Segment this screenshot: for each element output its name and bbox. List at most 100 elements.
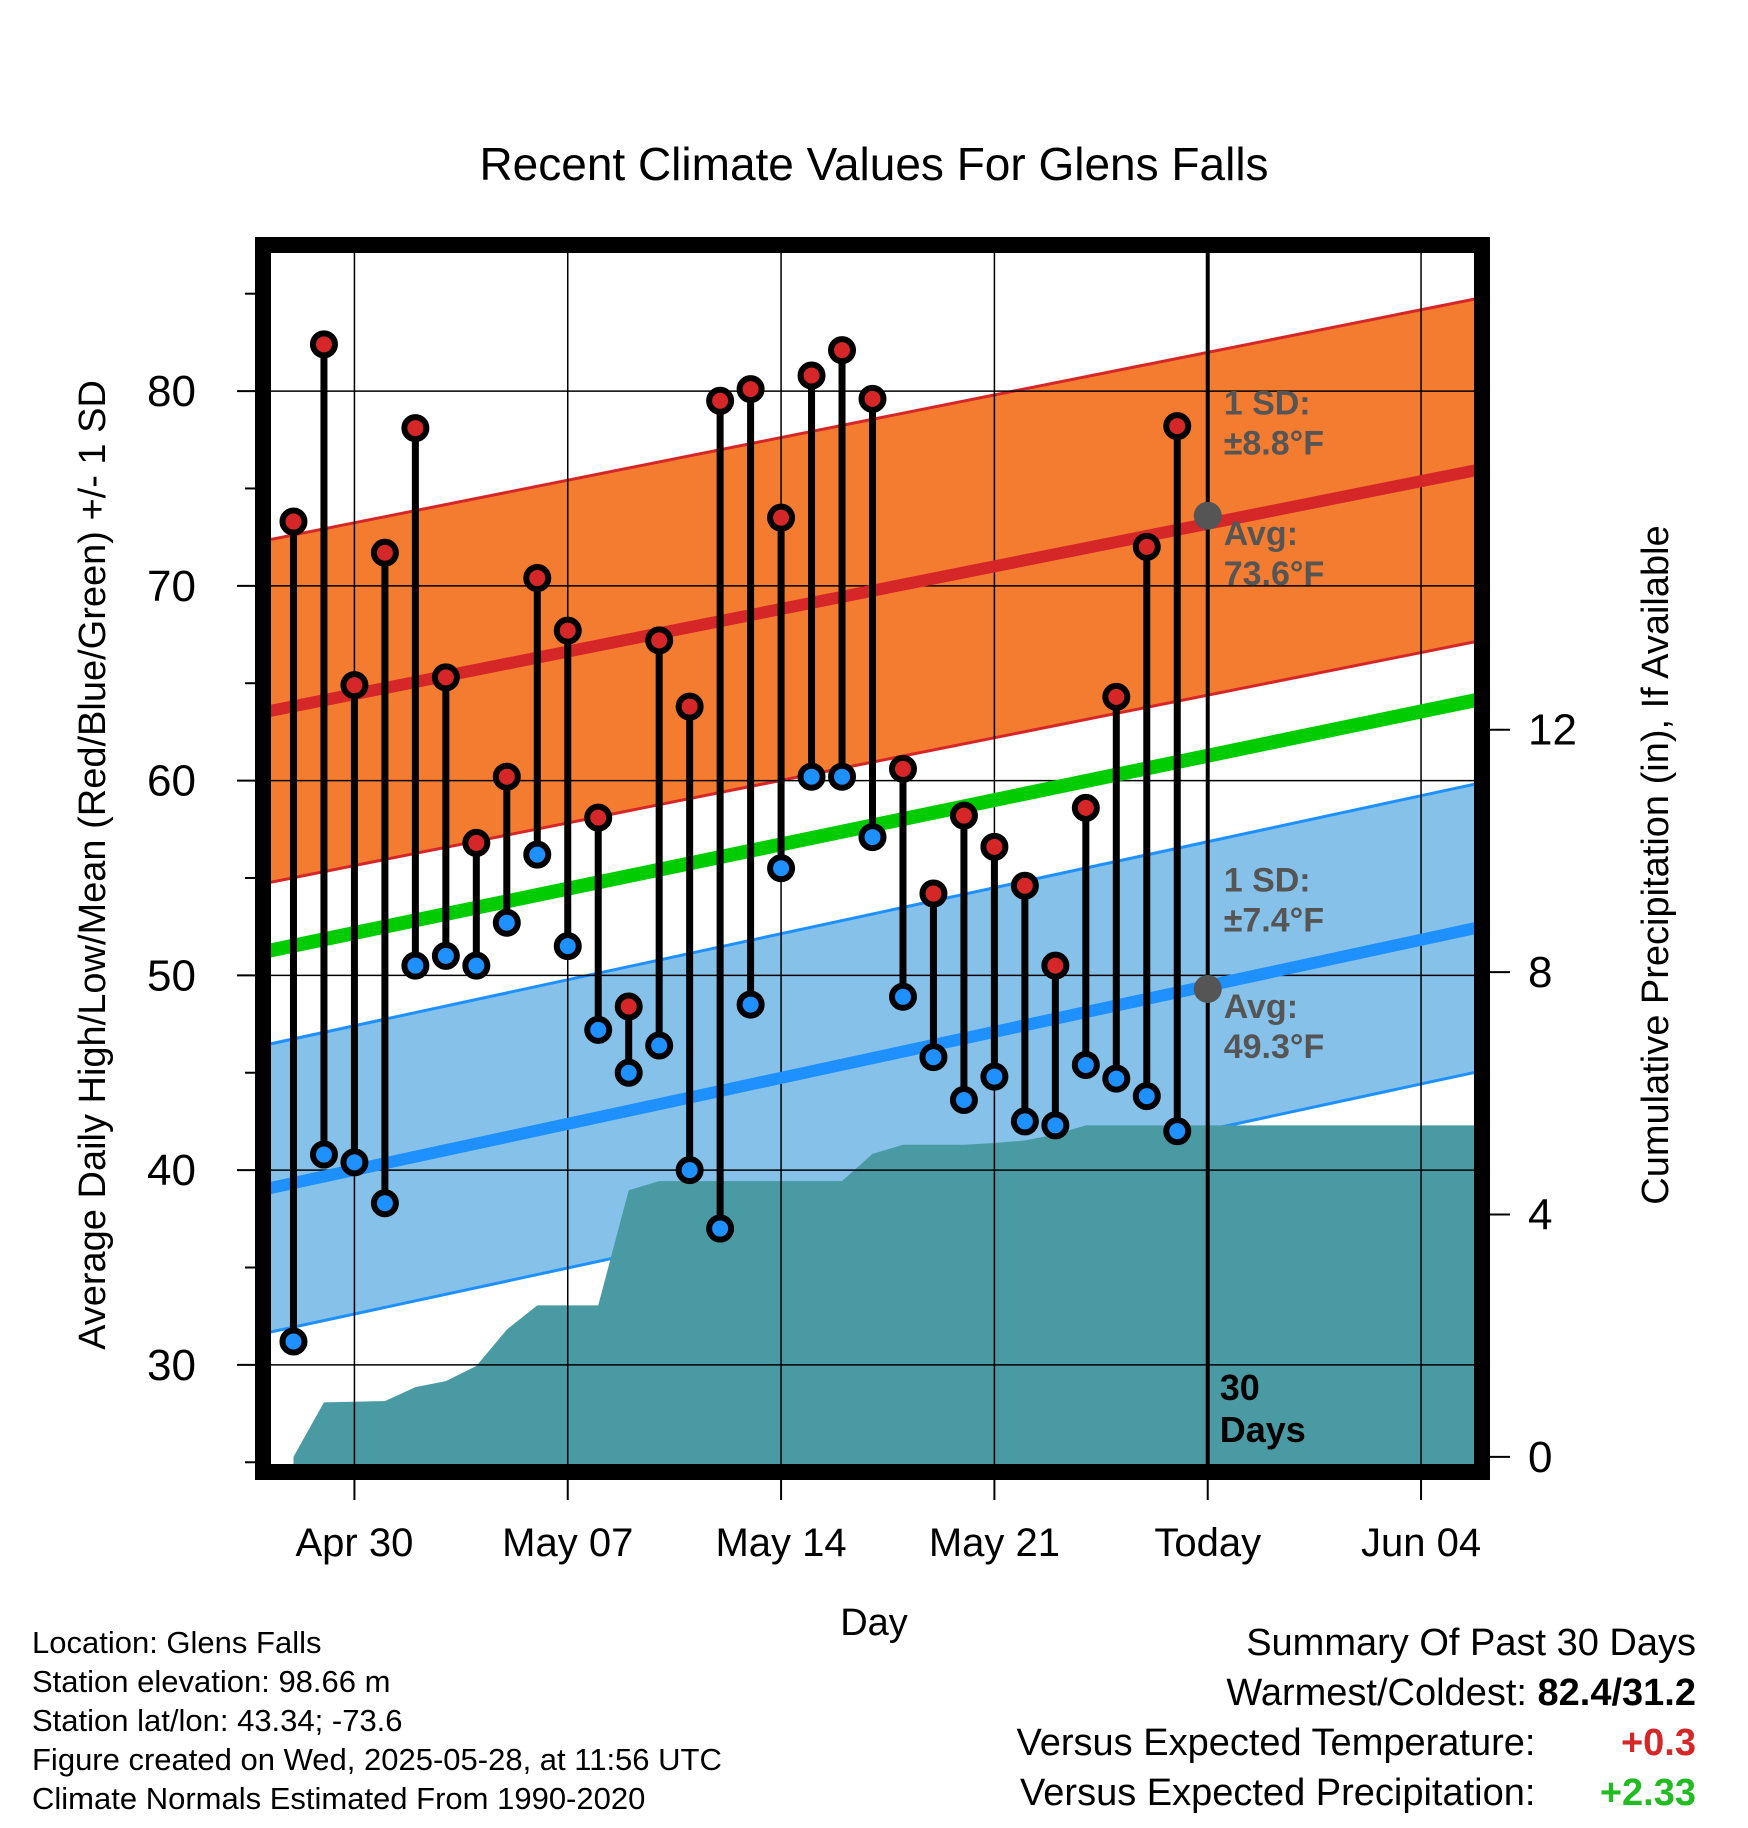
low-point	[767, 854, 796, 883]
high-point	[980, 832, 1009, 861]
high-avg-label-1: Avg:	[1224, 515, 1298, 553]
high-sd-label-2: ±8.8°F	[1224, 424, 1324, 462]
y2-axis-label: Cumulative Precipitation (in), If Availa…	[1635, 525, 1677, 1204]
x-tick-label: May 07	[502, 1521, 633, 1565]
high-point	[736, 375, 765, 404]
low-point	[980, 1062, 1009, 1091]
low-point	[431, 941, 460, 970]
plot-frame	[255, 237, 1490, 1480]
summary-precip-row: Versus Expected Precipitation: +2.33	[1017, 1768, 1696, 1818]
elevation-text: Station elevation: 98.66 m	[32, 1664, 391, 1699]
latlon-text: Station lat/lon: 43.34; -73.6	[32, 1703, 403, 1738]
low-point	[492, 908, 521, 937]
high-point	[584, 803, 613, 832]
warmest-value: 82.4/31.2	[1537, 1672, 1696, 1714]
x-tick-label: Today	[1154, 1521, 1261, 1565]
warmest-label: Warmest/Coldest:	[1226, 1672, 1527, 1714]
x-axis-label: Day	[840, 1602, 908, 1644]
low-point	[401, 951, 430, 980]
period-label-count: 30	[1220, 1367, 1260, 1408]
low-point	[675, 1156, 704, 1185]
period-label-unit: Days	[1220, 1409, 1306, 1450]
y-tick-label: 80	[147, 367, 196, 416]
today-high-avg-marker	[1193, 501, 1222, 530]
low-point	[706, 1214, 735, 1243]
low-point	[1010, 1107, 1039, 1136]
temp-label: Versus Expected Temperature:	[1016, 1722, 1536, 1764]
summary-warmest-row: Warmest/Coldest: 82.4/31.2	[1017, 1668, 1696, 1718]
y2-tick-label: 4	[1528, 1190, 1552, 1239]
high-point	[888, 754, 917, 783]
precip-value: +2.33	[1599, 1772, 1696, 1814]
low-point	[858, 823, 887, 852]
low-avg-label-1: Avg:	[1224, 988, 1298, 1026]
high-point	[706, 386, 735, 415]
summary-temp-row: Versus Expected Temperature: +0.3	[1017, 1718, 1696, 1768]
low-band-upper-edge	[263, 781, 1482, 1047]
station-info: Location: Glens Falls Station elevation:…	[32, 1623, 722, 1818]
high-sd-label-1: 1 SD:	[1224, 384, 1311, 422]
y-tick-label: 30	[147, 1341, 196, 1390]
y-tick-labels: 30 40 50 60 70 80	[147, 367, 196, 1390]
y2-tick-labels: 0 4 8 12	[1528, 706, 1577, 1482]
x-tick-label: Apr 30	[295, 1521, 413, 1565]
low-point	[309, 1140, 338, 1169]
chart-title: Recent Climate Values For Glens Falls	[479, 138, 1268, 190]
high-point	[340, 671, 369, 700]
high-point	[1163, 412, 1192, 441]
high-point	[553, 616, 582, 645]
y-axis-label: Average Daily High/Low/Mean (Red/Blue/Gr…	[72, 380, 114, 1350]
high-point	[797, 361, 826, 390]
low-point	[553, 932, 582, 961]
low-point	[888, 982, 917, 1011]
low-point	[949, 1086, 978, 1115]
daily-range-sticks	[289, 344, 1181, 1342]
y-tick-label: 70	[147, 562, 196, 611]
created-text: Figure created on Wed, 2025-05-28, at 11…	[32, 1742, 722, 1777]
high-point	[949, 801, 978, 830]
high-point	[675, 692, 704, 721]
low-point	[1132, 1082, 1161, 1111]
y2-tick-label: 0	[1528, 1433, 1552, 1482]
y2-tick-label: 12	[1528, 706, 1577, 755]
low-point	[1163, 1117, 1192, 1146]
high-point	[919, 879, 948, 908]
low-point	[340, 1148, 369, 1177]
low-point	[462, 951, 491, 980]
high-point	[492, 762, 521, 791]
low-point	[736, 990, 765, 1019]
high-avg-label-2: 73.6°F	[1224, 555, 1325, 593]
summary-title: Summary Of Past 30 Days	[1246, 1622, 1696, 1664]
low-point	[614, 1058, 643, 1087]
low-point	[645, 1031, 674, 1060]
normals-text: Climate Normals Estimated From 1990-2020	[32, 1781, 646, 1816]
high-point	[523, 564, 552, 593]
high-point	[1132, 532, 1161, 561]
high-point	[370, 538, 399, 567]
low-point	[919, 1043, 948, 1072]
low-point	[797, 762, 826, 791]
low-sd-label-2: ±7.4°F	[1224, 902, 1324, 940]
low-point	[1041, 1111, 1070, 1140]
low-point	[1102, 1064, 1131, 1093]
high-point	[1041, 951, 1070, 980]
high-point	[614, 992, 643, 1021]
low-point	[279, 1327, 308, 1356]
low-point	[1071, 1050, 1100, 1079]
low-avg-label-2: 49.3°F	[1224, 1028, 1325, 1066]
high-point	[645, 626, 674, 655]
x-tick-labels: Apr 30 May 07 May 14 May 21 Today Jun 04	[295, 1521, 1481, 1565]
high-point	[309, 330, 338, 359]
x-tick-label: Jun 04	[1361, 1521, 1481, 1565]
high-point	[462, 828, 491, 857]
precip-label: Versus Expected Precipitation:	[1020, 1772, 1536, 1814]
low-normal-line	[263, 920, 1482, 1196]
high-point	[828, 336, 857, 365]
y-tick-label: 40	[147, 1146, 196, 1195]
high-point	[1102, 682, 1131, 711]
y2-tick-label: 8	[1528, 948, 1552, 997]
